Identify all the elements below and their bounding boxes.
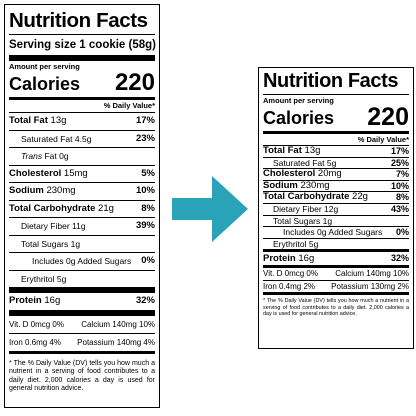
protein-row: Protein 16g 32% [9,295,155,306]
nutrient-row: Cholesterol 20mg 7% [263,168,409,180]
arrow-right-icon [172,176,248,242]
nutrition-label-original: Nutrition Facts Serving size 1 cookie (5… [4,4,160,408]
nutrient-row: Saturated Fat 4.5g 23% [9,129,155,148]
nutrient-row: Includes 0g Added Sugars 0% [9,252,155,270]
calories-value: 220 [114,69,155,96]
label-title: Nutrition Facts [263,70,399,92]
footnote: * The % Daily Value (DV) tells you how m… [9,359,155,393]
footnote: * The % Daily Value (DV) tells you how m… [263,298,409,317]
nutrient-row: Total Sugars 1g [263,214,409,227]
daily-value-header: % Daily Value* [357,135,409,144]
nutrient-row: Saturated Fat 5g 25% [263,156,409,169]
nutrient-row: Total Carbohydrate 22g 8% [263,191,409,203]
nutrient-row: Erythritol 5g [263,237,409,250]
serving-size: Serving size 1 cookie (58g) [9,39,157,51]
calories-row: Calories 220 [9,69,155,96]
nutrient-row: Includes 0g Added Sugars 0% [263,226,409,238]
protein-row: Protein 16g 32% [263,253,409,265]
amount-per-serving: Amount per serving [263,96,334,105]
vitamin-row: Iron 0.6mg 4% Potassium 140mg 4% [9,332,155,351]
calories-label: Calories [9,74,81,94]
daily-value-header: % Daily Value* [103,101,155,110]
nutrient-row: Cholesterol 15mg 5% [9,164,155,183]
nutrient-row: Dietary Fiber 12g 43% [263,202,409,215]
nutrient-row: Total Fat 13g 17% [263,145,409,156]
calories-label: Calories [263,108,335,128]
nutrient-row: Erythritol 5g [9,269,155,288]
nutrient-row: Total Sugars 1g [9,234,155,253]
nutrient-row: Dietary Fiber 11g 39% [9,217,155,235]
calories-row: Calories 220 [263,103,409,131]
nutrient-row: Sodium 230mg 10% [263,179,409,191]
label-title: Nutrition Facts [9,9,148,32]
vitamin-row: Vit. D 0mcg 0% Calcium 140mg 10% [9,319,155,329]
nutrient-row: Total Carbohydrate 21g 8% [9,199,155,218]
nutrient-rows: Total Fat 13g 17% Saturated Fat 4.5g 23% Tra… [9,112,155,287]
nutrient-row: Total Fat 13g 17% [9,112,155,130]
nutrient-rows: Total Fat 13g 17% Saturated Fat 5g 25% Chole… [263,145,409,249]
vitamin-row: Iron 0.4mg 2% Potassium 130mg 2% [263,279,409,291]
vitamin-row: Vit. D 0mcg 0% Calcium 140mg 10% [263,269,409,279]
nutrient-row: Trans Fat 0g [9,147,155,165]
calories-value: 220 [367,103,409,131]
nutrition-label-updated: Nutrition Facts Amount per serving Calor… [258,67,414,349]
nutrient-row: Sodium 230mg 10% [9,182,155,200]
amount-per-serving: Amount per serving [9,62,80,71]
